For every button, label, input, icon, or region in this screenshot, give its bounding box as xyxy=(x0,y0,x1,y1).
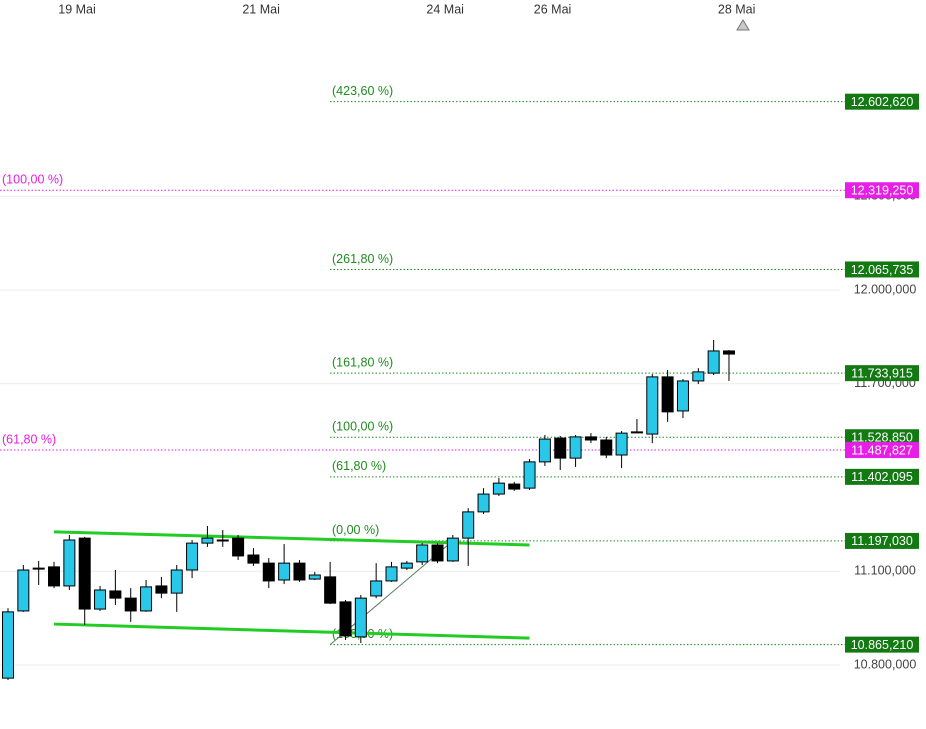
trendline xyxy=(53,622,530,640)
price-box xyxy=(845,429,919,446)
x-tick-label: 28 Mai xyxy=(718,2,756,16)
price-label: 11.733,915 xyxy=(851,366,913,380)
candle-body xyxy=(538,438,551,463)
candle-body xyxy=(247,554,260,564)
price-box xyxy=(845,468,919,485)
candle-body xyxy=(78,537,91,610)
candle-body xyxy=(569,436,582,459)
candle-body xyxy=(431,544,444,562)
y-tick-label: 11.100,000 xyxy=(854,564,916,578)
candle-body xyxy=(308,574,321,580)
price-box xyxy=(845,261,919,278)
candle-body xyxy=(278,562,291,581)
price-box xyxy=(845,442,919,459)
x-tick-label: 24 Mai xyxy=(426,2,464,16)
price-box xyxy=(845,636,919,653)
candle-body xyxy=(94,589,107,610)
candle-body xyxy=(646,376,659,435)
candle-body xyxy=(370,580,383,597)
price-box xyxy=(845,93,919,110)
price-label: 12.602,620 xyxy=(851,95,914,109)
candle-body xyxy=(201,537,214,544)
candle-body xyxy=(400,562,413,569)
candle-body xyxy=(170,569,183,594)
candle-body xyxy=(2,611,14,679)
candle-body xyxy=(216,539,229,542)
candle-body xyxy=(339,601,352,637)
candle-body xyxy=(492,482,505,495)
fib-ratio: (61,80 %) xyxy=(332,459,386,473)
fib-ratio: (61,80 %) xyxy=(2,432,56,446)
candle-body xyxy=(707,350,720,374)
x-tick-label: 19 Mai xyxy=(58,2,96,16)
candle-body xyxy=(124,597,137,612)
candle-body xyxy=(63,539,76,587)
x-tick-label: 21 Mai xyxy=(242,2,280,16)
candle-body xyxy=(17,569,30,612)
price-label: 11.197,030 xyxy=(851,534,913,548)
fib-ratio: (0,00 %) xyxy=(332,523,379,537)
candle-body xyxy=(554,437,567,459)
candle-body xyxy=(293,562,306,581)
y-tick-label: 10.800,000 xyxy=(854,657,917,671)
y-tick-label: 12.000,000 xyxy=(854,282,917,296)
candle-body xyxy=(262,562,275,582)
candle-body xyxy=(600,439,613,456)
candle-body xyxy=(508,483,521,490)
price-label: 11.402,095 xyxy=(851,470,913,484)
fib-ratio: (261,80 %) xyxy=(332,252,393,266)
candle-body xyxy=(416,544,429,563)
candle-body xyxy=(32,567,45,570)
candle-body xyxy=(232,537,245,557)
price-label: 11.528,850 xyxy=(851,431,913,445)
candle-body xyxy=(722,350,735,355)
candle-body xyxy=(477,493,490,513)
candle-body xyxy=(661,376,674,413)
candle-body xyxy=(324,576,337,604)
price-label: 10.865,210 xyxy=(851,638,914,652)
candle-body xyxy=(630,431,643,434)
price-box xyxy=(845,532,919,549)
candle-body xyxy=(385,566,398,582)
candle-body xyxy=(155,585,168,594)
fib-ratio: (161,80 %) xyxy=(332,355,393,369)
candle-body xyxy=(692,371,705,382)
candle-body xyxy=(109,590,122,599)
candle-body xyxy=(186,542,199,571)
price-box xyxy=(845,182,919,199)
fib-ratio: (423,60 %) xyxy=(332,84,393,98)
candle-body xyxy=(615,432,628,456)
candle-body xyxy=(354,597,367,638)
fib-ratio: (100,00 %) xyxy=(2,173,63,187)
candle-body xyxy=(584,436,597,441)
last-marker xyxy=(736,19,750,31)
candle-body xyxy=(48,566,61,587)
price-label: 12.065,735 xyxy=(851,263,914,277)
x-tick-label: 26 Mai xyxy=(534,2,572,16)
price-label: 11.487,827 xyxy=(851,443,913,457)
candle-body xyxy=(140,586,153,612)
candle-body xyxy=(523,461,536,489)
fib-ratio: (100,00 %) xyxy=(332,420,393,434)
price-label: 12.319,250 xyxy=(851,184,914,198)
candle-body xyxy=(676,380,689,412)
candle-body xyxy=(462,511,475,539)
candle-body xyxy=(446,537,459,562)
price-box xyxy=(845,365,919,382)
